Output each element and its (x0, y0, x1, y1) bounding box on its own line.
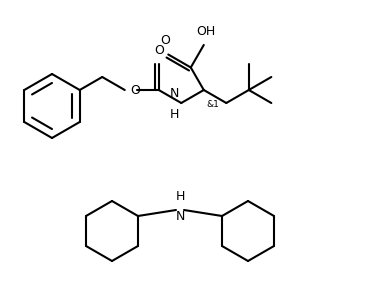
Text: &1: &1 (207, 100, 220, 109)
Text: OH: OH (196, 25, 215, 38)
Text: N: N (170, 87, 179, 100)
Text: O: O (154, 44, 164, 57)
Text: H: H (175, 190, 185, 203)
Text: O: O (131, 83, 141, 97)
Text: N: N (175, 210, 185, 223)
Text: H: H (170, 108, 179, 121)
Text: O: O (160, 35, 170, 48)
